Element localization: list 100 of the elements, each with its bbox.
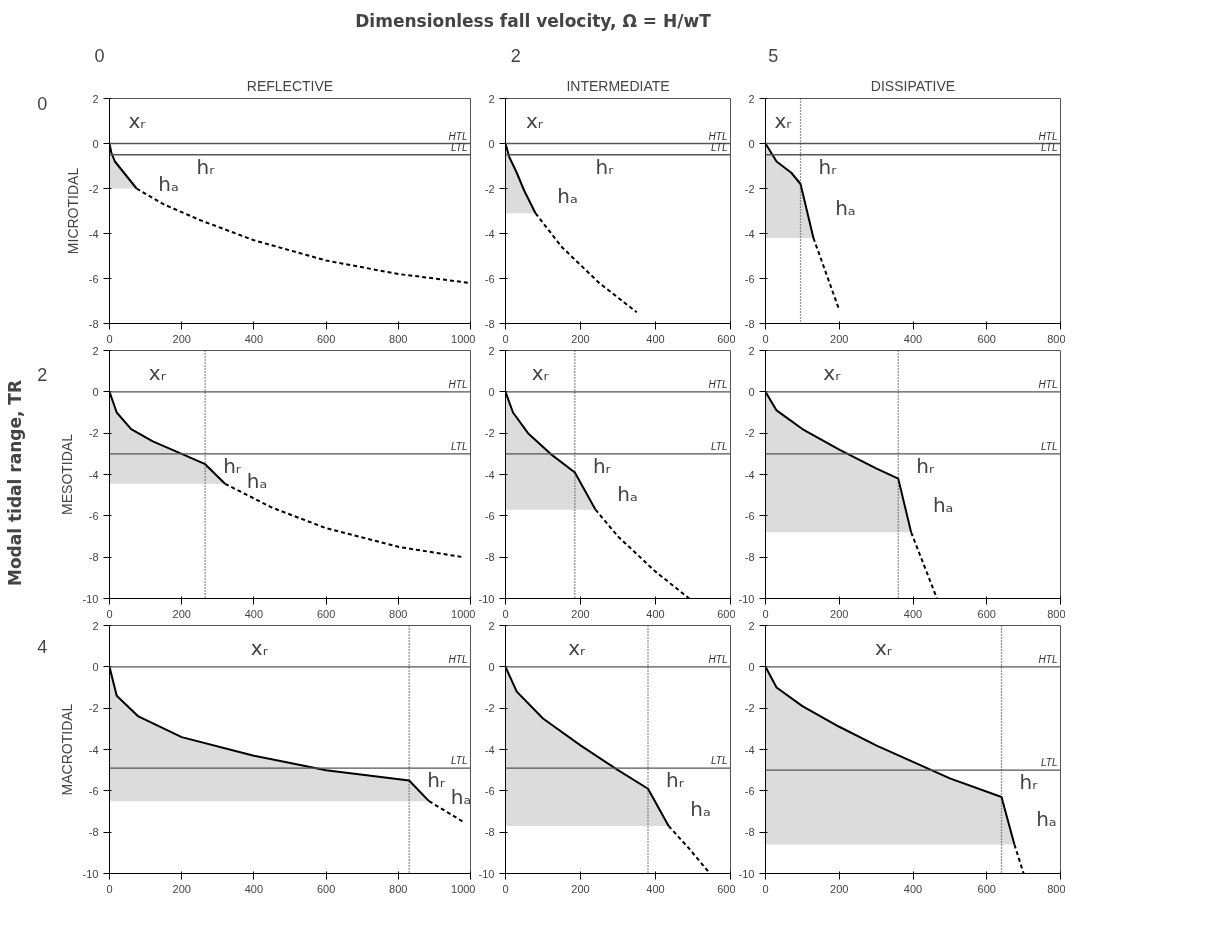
- y-tick-label: 2: [488, 619, 495, 632]
- annotation: xᵣ: [568, 635, 587, 660]
- y-tick-label: -6: [484, 784, 495, 797]
- x-tick-label: 200: [571, 882, 590, 895]
- y-tick-label: 0: [92, 660, 99, 673]
- x-tick-label: 600: [977, 607, 996, 620]
- annotation: hᵣ: [916, 453, 935, 478]
- y-tick-label: 0: [748, 385, 755, 398]
- x-tick-label: 600: [717, 882, 736, 895]
- x-tick-label: 600: [316, 607, 336, 620]
- y-tick-label: -10: [478, 592, 495, 605]
- x-tick-label: 800: [389, 332, 408, 345]
- x-tick-label: 0: [106, 882, 113, 895]
- ref-line-label: LTL: [451, 440, 468, 452]
- y-tick-label: -8: [88, 551, 99, 564]
- x-tick-label: 200: [830, 882, 849, 895]
- y-tick-label: 2: [92, 619, 99, 632]
- x-tick-label: 400: [903, 882, 923, 895]
- y-tick-label: -2: [484, 182, 495, 195]
- y-tick-label: -6: [88, 509, 99, 522]
- y-tick-label: -6: [88, 272, 99, 285]
- text: 5: [768, 46, 779, 67]
- y-tick-label: -2: [484, 702, 495, 715]
- annotation: hₐ: [246, 468, 268, 493]
- x-tick-label: 200: [172, 607, 191, 620]
- ref-line-label: HTL: [1038, 653, 1058, 665]
- y-tick-label: 2: [488, 92, 495, 105]
- x-tick-label: 200: [172, 332, 191, 345]
- x-tick-label: 0: [762, 332, 769, 345]
- annotation: xᵣ: [874, 635, 893, 660]
- ref-line-label: HTL: [1038, 378, 1058, 390]
- y-tick-label: -10: [738, 592, 755, 605]
- text: 2: [510, 46, 521, 67]
- y-tick-label: -8: [744, 317, 755, 330]
- x-tick-label: 400: [646, 607, 665, 620]
- annotation: hᵣ: [1019, 770, 1039, 795]
- y-tick-label: 2: [488, 344, 495, 357]
- x-tick-label: 800: [1047, 607, 1066, 620]
- y-tick-label: -6: [744, 272, 755, 285]
- y-tick-label: -6: [744, 509, 755, 522]
- x-tick-label: 800: [389, 607, 408, 620]
- chart-title: DISSIPATIVE: [870, 77, 956, 94]
- ref-line-label: HTL: [448, 378, 468, 390]
- x-tick-label: 200: [571, 607, 590, 620]
- x-tick-label: 600: [977, 882, 996, 895]
- text: Dimensionless fall velocity, Ω = H/wT: [355, 10, 712, 31]
- x-tick-label: 400: [244, 332, 264, 345]
- y-axis-title: MACROTIDAL: [58, 703, 75, 796]
- annotation: xᵣ: [128, 108, 147, 133]
- y-tick-label: -2: [744, 427, 755, 440]
- x-tick-label: 400: [903, 607, 923, 620]
- x-tick-label: 200: [571, 332, 590, 345]
- y-tick-label: 0: [488, 660, 495, 673]
- y-tick-label: -6: [484, 272, 495, 285]
- x-tick-label: 400: [646, 882, 665, 895]
- ref-line-label: HTL: [708, 653, 728, 665]
- y-tick-label: -10: [738, 867, 755, 880]
- x-tick-label: 400: [244, 882, 264, 895]
- y-tick-label: -2: [88, 702, 99, 715]
- y-tick-label: 2: [92, 344, 99, 357]
- y-tick-label: -8: [744, 826, 755, 839]
- x-tick-label: 0: [762, 607, 769, 620]
- y-axis-title: MICROTIDAL: [64, 167, 81, 255]
- x-tick-label: 0: [762, 882, 769, 895]
- annotation: hᵣ: [666, 768, 685, 793]
- y-tick-label: 2: [748, 92, 755, 105]
- y-tick-label: -8: [484, 826, 495, 839]
- ref-line-label: LTL: [711, 440, 728, 452]
- y-tick-label: -8: [88, 317, 99, 330]
- y-tick-label: 0: [488, 385, 495, 398]
- x-tick-label: 1000: [451, 607, 476, 620]
- annotation: hₐ: [617, 481, 638, 506]
- y-tick-label: -4: [88, 227, 99, 240]
- annotation: xᵣ: [774, 108, 793, 133]
- x-tick-label: 600: [977, 332, 996, 345]
- x-tick-label: 200: [172, 882, 191, 895]
- annotation: xᵣ: [250, 635, 269, 660]
- y-tick-label: -10: [478, 867, 495, 880]
- y-tick-label: 2: [92, 92, 99, 105]
- y-tick-label: -2: [88, 427, 99, 440]
- x-tick-label: 800: [1047, 882, 1066, 895]
- y-tick-label: -8: [484, 551, 495, 564]
- ref-line-label: LTL: [1041, 141, 1058, 153]
- ref-line-label: LTL: [451, 141, 468, 153]
- annotation: hᵣ: [223, 453, 242, 478]
- annotation: hₐ: [932, 493, 954, 518]
- annotation: hᵣ: [818, 154, 838, 179]
- y-tick-label: -10: [82, 867, 99, 880]
- ref-line-label: LTL: [711, 141, 728, 153]
- y-tick-label: -4: [744, 743, 755, 756]
- ref-line-label: HTL: [1038, 130, 1058, 142]
- annotation: xᵣ: [525, 108, 544, 133]
- y-tick-label: 0: [748, 660, 755, 673]
- x-tick-label: 600: [717, 607, 736, 620]
- x-tick-label: 0: [106, 332, 113, 345]
- annotation: hₐ: [835, 196, 856, 221]
- annotation: hᵣ: [595, 154, 615, 179]
- x-tick-label: 0: [106, 607, 113, 620]
- ref-line-label: HTL: [448, 653, 468, 665]
- ref-line-label: LTL: [1041, 440, 1058, 452]
